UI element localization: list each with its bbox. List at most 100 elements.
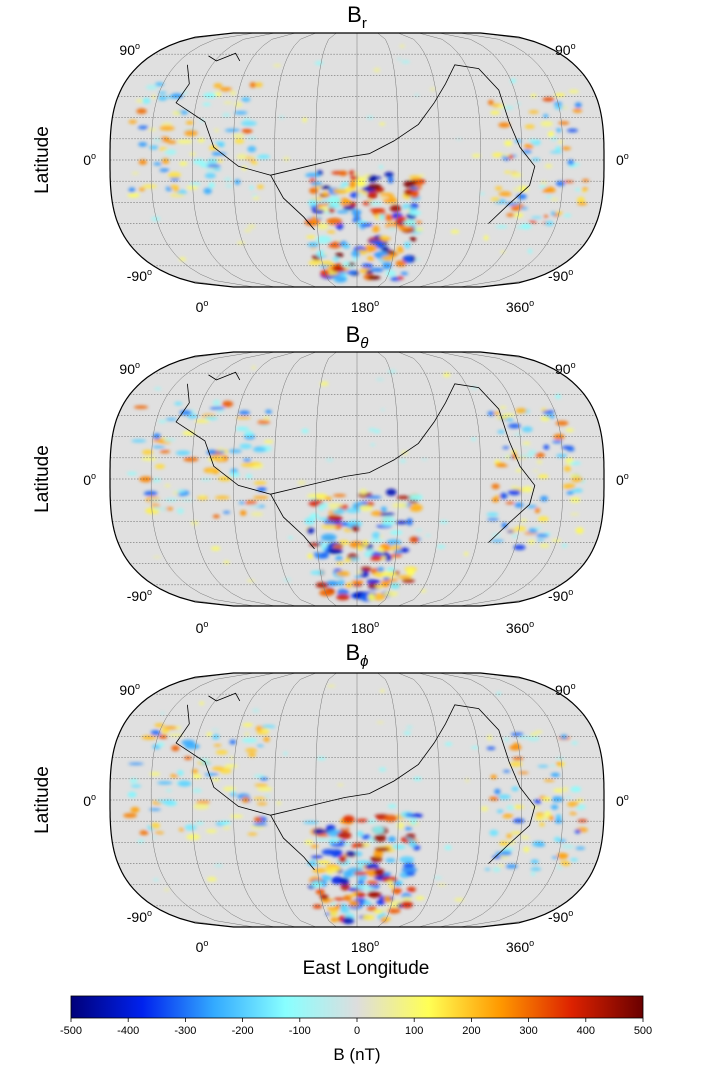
field-anomaly: [327, 684, 336, 688]
panel-title: Bϕ: [345, 640, 368, 670]
field-anomaly: [562, 483, 576, 489]
field-anomaly: [409, 210, 422, 216]
field-anomaly: [517, 454, 528, 458]
field-anomaly: [490, 110, 500, 115]
field-anomaly: [159, 168, 170, 172]
lon-tick-180: 180o: [351, 298, 379, 315]
field-anomaly: [319, 551, 329, 559]
meridian-line: [459, 352, 564, 606]
field-anomaly: [306, 235, 316, 239]
field-anomaly: [534, 507, 541, 514]
field-anomaly: [408, 494, 423, 501]
field-anomaly: [409, 813, 423, 818]
field-anomaly: [148, 808, 161, 811]
field-anomaly: [138, 142, 148, 147]
field-anomaly: [386, 880, 394, 884]
field-anomaly: [380, 408, 385, 411]
field-anomaly: [257, 420, 271, 425]
field-anomaly: [520, 223, 532, 230]
field-anomaly: [510, 485, 518, 490]
field-anomaly: [372, 826, 385, 834]
field-anomaly: [374, 584, 383, 589]
field-anomaly: [330, 917, 339, 923]
field-anomaly: [369, 539, 384, 543]
field-anomaly: [244, 229, 251, 232]
field-anomaly: [319, 260, 335, 266]
field-anomaly: [287, 536, 294, 539]
field-anomaly: [534, 799, 542, 805]
lon-tick-360: 360o: [506, 619, 534, 636]
field-anomaly: [253, 774, 265, 778]
field-anomaly: [212, 514, 220, 519]
field-anomaly: [337, 783, 344, 787]
field-anomaly: [516, 193, 527, 200]
field-anomaly: [555, 146, 562, 152]
field-anomaly: [387, 578, 399, 583]
field-anomaly: [528, 220, 537, 224]
field-anomaly: [319, 894, 329, 900]
field-anomaly: [317, 756, 326, 761]
field-anomaly: [425, 534, 431, 537]
colorbar-tick-label: -100: [289, 1025, 311, 1037]
field-anomaly: [515, 469, 523, 472]
field-anomaly: [362, 914, 375, 921]
field-anomaly: [139, 830, 149, 836]
colorbar-tick-label: -500: [60, 1025, 82, 1037]
field-anomaly: [229, 739, 237, 745]
field-anomaly: [550, 136, 558, 142]
field-anomaly: [367, 191, 378, 200]
field-anomaly: [409, 175, 421, 180]
field-anomaly: [556, 453, 568, 458]
field-anomaly: [379, 534, 384, 539]
field-anomaly: [241, 796, 250, 803]
field-anomaly: [575, 846, 586, 850]
field-anomaly: [327, 203, 342, 209]
field-anomaly: [359, 504, 373, 512]
field-anomaly: [550, 198, 559, 201]
field-anomaly: [206, 164, 221, 168]
field-anomaly: [161, 158, 170, 164]
field-anomaly: [214, 495, 230, 500]
meridian-line: [439, 33, 522, 287]
lat-tick-bottom-left: -90o: [127, 267, 152, 284]
field-anomaly: [249, 185, 254, 190]
field-anomaly: [309, 187, 319, 195]
field-anomaly: [543, 215, 549, 218]
field-anomaly: [344, 558, 352, 563]
field-anomaly: [249, 82, 256, 88]
field-anomaly: [310, 216, 318, 225]
field-anomaly: [344, 582, 353, 588]
field-anomaly: [572, 108, 583, 113]
field-anomaly: [569, 497, 581, 503]
meridian-line: [459, 673, 564, 927]
field-anomaly: [550, 211, 556, 216]
meridian-line: [192, 352, 275, 606]
field-anomaly: [212, 470, 219, 475]
field-anomaly: [316, 833, 329, 838]
field-anomaly: [168, 733, 183, 737]
field-anomaly: [172, 490, 180, 496]
field-anomaly: [436, 544, 446, 549]
field-anomaly: [531, 157, 541, 162]
field-anomaly: [216, 409, 225, 413]
field-anomaly: [222, 112, 231, 118]
coastline: [270, 421, 435, 495]
colorbar-tick-label: 0: [354, 1025, 360, 1037]
field-anomaly: [383, 896, 392, 903]
field-anomaly: [190, 520, 199, 526]
field-anomaly: [203, 92, 217, 99]
field-anomaly: [234, 138, 245, 144]
field-anomaly: [512, 187, 521, 192]
field-anomaly: [383, 591, 399, 597]
field-anomaly: [545, 220, 554, 226]
field-anomaly: [516, 101, 521, 106]
field-anomaly: [340, 521, 349, 527]
field-anomaly: [455, 138, 463, 141]
field-anomaly: [530, 94, 537, 98]
field-anomaly: [399, 44, 405, 48]
field-anomaly: [366, 115, 374, 120]
field-anomaly: [534, 527, 543, 530]
field-anomaly: [283, 156, 290, 162]
field-anomaly: [389, 582, 400, 590]
field-anomaly: [244, 430, 254, 437]
